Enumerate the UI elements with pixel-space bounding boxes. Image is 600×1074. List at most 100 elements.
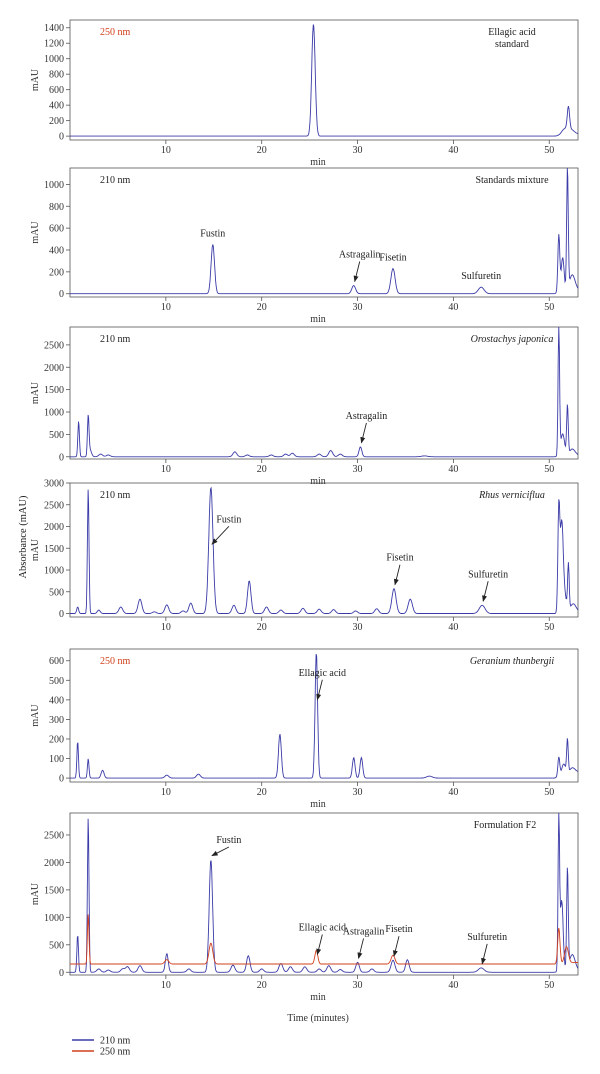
legend-label: 210 nm bbox=[100, 1036, 131, 1047]
peak-annotation: Fisetin bbox=[385, 924, 412, 935]
chromatogram-panel-1: 0 200 400 600 800 1000 1200 1400 10 20 30 40 50 mAU mi… bbox=[30, 19, 579, 168]
y-tick-label: 3000 bbox=[44, 479, 64, 490]
x-tick-label: 20 bbox=[257, 464, 267, 475]
y-tick-label: 200 bbox=[49, 267, 64, 278]
annotation-arrow bbox=[360, 422, 367, 444]
y-tick-label: 600 bbox=[49, 85, 64, 96]
peak-annotation: Fisetin bbox=[379, 253, 406, 264]
x-tick-label: 40 bbox=[448, 145, 458, 156]
annotation-arrow bbox=[392, 936, 400, 957]
peak-annotation: Ellagic acid bbox=[299, 668, 346, 679]
peak-annotation: Sulfuretin bbox=[461, 271, 501, 282]
peak-annotation: Fisetin bbox=[386, 553, 413, 564]
y-tick-label: 400 bbox=[49, 101, 64, 112]
x-tick-label: 10 bbox=[161, 464, 171, 475]
y-tick-label: 1500 bbox=[44, 385, 64, 396]
x-tick-label: 30 bbox=[353, 980, 363, 991]
sample-label: Orostachys japonica bbox=[471, 334, 554, 345]
x-tick-label: 50 bbox=[544, 302, 554, 313]
x-tick-label: 30 bbox=[353, 787, 363, 798]
y-tick-label: 0 bbox=[59, 289, 64, 300]
series-line-210-nm bbox=[70, 812, 579, 973]
y-tick-label: 500 bbox=[49, 430, 64, 441]
y-tick-label: 1000 bbox=[44, 180, 64, 191]
x-tick-label: 10 bbox=[161, 145, 171, 156]
x-tick-label: 20 bbox=[257, 980, 267, 991]
y-tick-label: 1500 bbox=[44, 544, 64, 555]
peak-annotation: Astragalin bbox=[346, 411, 388, 422]
x-axis-label: min bbox=[310, 157, 326, 168]
x-tick-label: 30 bbox=[353, 464, 363, 475]
x-tick-label: 20 bbox=[257, 787, 267, 798]
sample-label: Formulation F2 bbox=[474, 820, 537, 831]
y-tick-label: 2000 bbox=[44, 363, 64, 374]
y-tick-label: 2000 bbox=[44, 522, 64, 533]
x-axis-label: min bbox=[310, 992, 326, 1003]
peak-annotation: Fustin bbox=[216, 514, 241, 525]
wavelength-label: 250 nm bbox=[100, 656, 131, 667]
plot-frame bbox=[69, 648, 579, 783]
y-tick-label: 100 bbox=[49, 754, 64, 765]
y-tick-label: 500 bbox=[49, 940, 64, 951]
annotation-arrow bbox=[211, 525, 230, 545]
peak-annotation: Ellagic acid bbox=[299, 923, 346, 934]
y-tick-label: 1400 bbox=[44, 23, 64, 34]
x-axis-label: min bbox=[310, 476, 326, 487]
chromatogram-panel-6: 0 500 1000 1500 2000 2500 10 20 30 40 50 mAU min Time… bbox=[30, 812, 579, 1024]
annotation-arrow bbox=[357, 938, 364, 959]
y-tick-label: 0 bbox=[59, 968, 64, 979]
x-tick-label: 30 bbox=[353, 302, 363, 313]
y-tick-label: 0 bbox=[59, 609, 64, 620]
plot-frame bbox=[69, 19, 579, 141]
y-tick-label: 2500 bbox=[44, 830, 64, 841]
chromatogram-panel-2: 0 200 400 600 800 1000 10 20 30 40 50 mAU min 210 nm S… bbox=[30, 167, 579, 325]
y-tick-label: 800 bbox=[49, 202, 64, 213]
y-axis-label: mAU bbox=[30, 882, 41, 905]
y-tick-label: 1000 bbox=[44, 913, 64, 924]
peak-annotation: Sulfuretin bbox=[467, 932, 507, 943]
series-line-trace bbox=[70, 653, 579, 779]
y-tick-label: 400 bbox=[49, 695, 64, 706]
annotation-arrow bbox=[393, 564, 401, 586]
y-tick-label: 500 bbox=[49, 676, 64, 687]
peak-annotation: Fustin bbox=[216, 835, 241, 846]
y-tick-label: 2500 bbox=[44, 340, 64, 351]
x-tick-label: 50 bbox=[544, 787, 554, 798]
annotation-arrow bbox=[316, 934, 323, 956]
legend-label: 250 nm bbox=[100, 1047, 131, 1058]
wavelength-label: 210 nm bbox=[100, 175, 131, 186]
x-tick-label: 40 bbox=[448, 464, 458, 475]
x-tick-label: 20 bbox=[257, 302, 267, 313]
y-tick-label: 0 bbox=[59, 132, 64, 143]
y-tick-label: 1500 bbox=[44, 885, 64, 896]
y-tick-label: 800 bbox=[49, 70, 64, 81]
y-tick-label: 0 bbox=[59, 774, 64, 785]
series-line-trace bbox=[70, 24, 579, 137]
y-axis-label: mAU bbox=[30, 704, 41, 727]
x-tick-label: 40 bbox=[448, 622, 458, 633]
x-tick-label: 40 bbox=[448, 980, 458, 991]
x-tick-label: 40 bbox=[448, 302, 458, 313]
x-tick-label: 50 bbox=[544, 622, 554, 633]
y-tick-label: 1000 bbox=[44, 408, 64, 419]
chromatogram-panel-5: 0 100 200 300 400 500 600 10 20 30 40 50 mAU min 250 n… bbox=[30, 648, 579, 810]
peak-annotation: Astragalin bbox=[343, 926, 385, 937]
plot-frame bbox=[69, 812, 579, 976]
series-line-trace bbox=[70, 326, 579, 458]
y-tick-label: 200 bbox=[49, 116, 64, 127]
global-y-axis-title: Absorbance (mAU) bbox=[18, 495, 29, 579]
plot-frame bbox=[69, 167, 579, 298]
x-tick-label: 30 bbox=[353, 145, 363, 156]
x-tick-label: 50 bbox=[544, 145, 554, 156]
y-tick-label: 1000 bbox=[44, 566, 64, 577]
sample-label: Geranium thunbergii bbox=[470, 656, 555, 667]
wavelength-label: 250 nm bbox=[100, 27, 131, 38]
series-line-trace bbox=[70, 486, 579, 614]
x-tick-label: 20 bbox=[257, 145, 267, 156]
y-tick-label: 600 bbox=[49, 224, 64, 235]
x-tick-label: 50 bbox=[544, 980, 554, 991]
x-tick-label: 10 bbox=[161, 302, 171, 313]
